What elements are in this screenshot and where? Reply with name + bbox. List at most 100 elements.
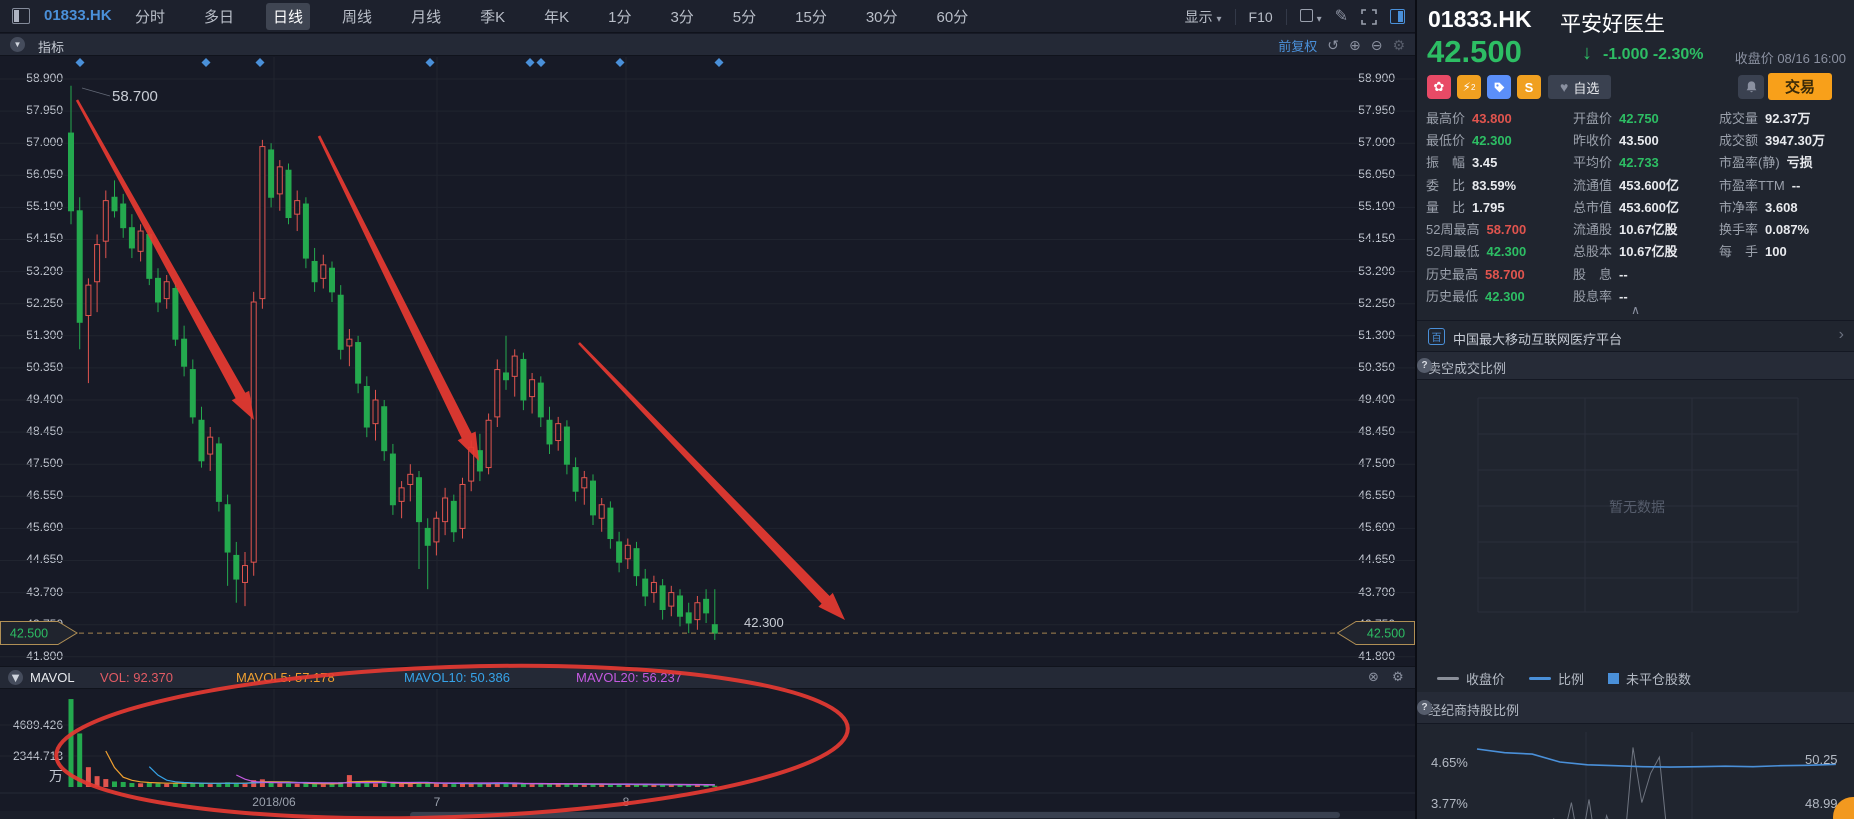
collapse-stats-chevron-icon[interactable]: ∧ <box>1631 303 1640 317</box>
legend-line-swatch <box>1437 676 1459 680</box>
price-tick: 46.550 <box>1358 488 1395 503</box>
stat-cell: 股息率 -- <box>1573 286 1719 305</box>
stats-row: 历史最高 58.700 股 息 -- <box>1426 262 1850 284</box>
alert-bell-button[interactable] <box>1738 75 1764 99</box>
zoom-out-icon[interactable]: ⊖ <box>1370 37 1383 53</box>
stat-cell: 换手率 0.087% <box>1719 219 1850 238</box>
add-watchlist-button[interactable]: ♥ 自选 <box>1548 75 1612 99</box>
help-icon[interactable]: ? <box>1417 358 1432 373</box>
adjustment-mode[interactable]: 前复权 <box>1278 38 1318 54</box>
stat-value: 453.600亿 <box>1619 199 1680 215</box>
price-tick: 49.400 <box>26 391 63 406</box>
chart-scrollbar[interactable] <box>0 811 1415 819</box>
stat-value: 43.500 <box>1619 132 1659 148</box>
tab-60分[interactable]: 60分 <box>936 9 969 26</box>
price-tick: 52.250 <box>26 295 63 310</box>
price-tick: 45.600 <box>26 520 63 535</box>
tab-分时[interactable]: 分时 <box>135 9 166 26</box>
stat-label: 52周最高 <box>1426 222 1480 238</box>
chart-style-button[interactable]: ▾ <box>1299 8 1322 25</box>
section-title: 卖空成交比例 <box>1428 361 1507 376</box>
stats-row: 52周最高 58.700 流通股 10.67亿股 换手率 0.087% <box>1426 217 1850 239</box>
stat-cell: 市净率 3.608 <box>1719 197 1850 216</box>
legend-item-收盘价[interactable]: 收盘价 <box>1437 669 1505 688</box>
company-profile-banner[interactable]: 百 中国最大移动互联网医疗平台 › <box>1417 320 1854 352</box>
chevron-down-icon: ▾ <box>1316 13 1322 25</box>
tab-3分[interactable]: 3分 <box>670 9 694 26</box>
stat-value: 83.59% <box>1472 177 1517 193</box>
stat-label: 昨收价 <box>1573 132 1613 148</box>
stat-value: 92.37万 <box>1765 110 1811 126</box>
layout-icon[interactable] <box>12 8 30 24</box>
help-icon[interactable]: ? <box>1417 700 1432 715</box>
stat-cell: 市盈率TTM -- <box>1719 175 1850 194</box>
broker-holdings-section-header: 经纪商持股比例 ? <box>1417 692 1854 724</box>
quote-panel: 01833.HK 平安好医生 42.500 ↓ -1.000 -2.30% 收盘… <box>1417 0 1854 819</box>
stat-value: 58.700 <box>1486 222 1527 238</box>
pane-settings-gear-icon[interactable]: ⚙ <box>1392 669 1404 684</box>
panel-divider[interactable] <box>1415 0 1417 819</box>
tab-日线[interactable]: 日线 <box>266 3 311 30</box>
price-tick: 44.650 <box>26 552 63 567</box>
stat-label: 流通股 <box>1573 222 1613 238</box>
legend-item-未平仓股数[interactable]: 未平仓股数 <box>1608 669 1691 688</box>
side-panel-toggle-icon[interactable] <box>1390 9 1405 24</box>
collapse-circle-icon[interactable]: ▼ <box>10 37 25 52</box>
tab-5分[interactable]: 5分 <box>732 9 757 26</box>
fullscreen-icon[interactable] <box>1361 8 1377 25</box>
price-tick: 43.700 <box>1358 584 1395 599</box>
volume-bars <box>68 699 718 787</box>
stat-cell: 最高价 43.800 <box>1426 108 1573 127</box>
level2-lightning-icon[interactable]: ⚡ 2 <box>1457 75 1481 99</box>
tab-1分[interactable]: 1分 <box>608 9 632 26</box>
undo-icon[interactable]: ↺ <box>1327 37 1339 53</box>
stat-value: 42.300 <box>1485 289 1525 305</box>
stat-label: 最低价 <box>1426 132 1466 148</box>
broker-holdings-chart[interactable] <box>1417 728 1854 819</box>
mavol-title[interactable]: MAVOL <box>30 670 75 685</box>
stat-cell: 委 比 83.59% <box>1426 175 1573 194</box>
stat-cell: 量 比 1.795 <box>1426 197 1573 216</box>
stat-cell: 总股本 10.67亿股 <box>1573 241 1719 260</box>
tab-多日[interactable]: 多日 <box>204 9 235 26</box>
zoom-in-icon[interactable]: ⊕ <box>1348 37 1361 53</box>
price-tick: 44.650 <box>1358 552 1395 567</box>
down-arrow-icon: ↓ <box>1582 42 1592 64</box>
tab-年K[interactable]: 年K <box>544 9 570 26</box>
price-tick: 57.000 <box>1358 135 1395 150</box>
collapse-circle-icon[interactable]: ▼ <box>8 670 23 685</box>
price-tick: 47.500 <box>26 456 63 471</box>
legend-item-比例[interactable]: 比例 <box>1529 669 1584 688</box>
display-menu[interactable]: 显示 ▾ <box>1184 8 1222 25</box>
legend-square-swatch <box>1608 672 1620 684</box>
stat-label: 股 息 <box>1573 266 1613 282</box>
candlestick-chart[interactable] <box>0 0 1415 819</box>
tab-月线[interactable]: 月线 <box>411 9 442 26</box>
price-tick: 45.600 <box>1358 520 1395 535</box>
price-tick: 49.400 <box>1358 391 1395 406</box>
floating-helper-button[interactable] <box>1833 797 1854 819</box>
toolbar-symbol[interactable]: 01833.HK <box>44 7 112 24</box>
quote-status: 收盘价 08/16 16:00 <box>1734 51 1846 66</box>
stat-value: -- <box>1619 289 1628 305</box>
tab-15分[interactable]: 15分 <box>795 9 827 26</box>
close-pane-icon[interactable]: ⊗ <box>1368 669 1379 684</box>
tab-周线[interactable]: 周线 <box>342 9 373 26</box>
price-tick: 56.050 <box>26 167 63 182</box>
dollar-icon[interactable]: S <box>1517 75 1541 99</box>
indicator-label[interactable]: 指标 <box>38 40 65 55</box>
price-tick: 53.200 <box>26 263 63 278</box>
tab-季K[interactable]: 季K <box>480 9 506 26</box>
scrollbar-handle[interactable] <box>410 812 1340 818</box>
settings-gear-icon[interactable]: ⚙ <box>1392 37 1405 53</box>
stat-label: 总股本 <box>1573 244 1613 260</box>
stat-cell: 52周最低 42.300 <box>1426 241 1573 260</box>
tag-icon[interactable] <box>1487 75 1511 99</box>
tab-30分[interactable]: 30分 <box>865 9 898 26</box>
stats-row: 振 幅 3.45 平均价 42.733 市盈率(静) 亏损 <box>1426 151 1850 173</box>
f10-button[interactable]: F10 <box>1248 8 1273 25</box>
draw-pen-icon[interactable]: ✎ <box>1334 7 1348 25</box>
trade-button[interactable]: 交易 <box>1768 73 1832 100</box>
price-tick: 51.300 <box>26 327 63 342</box>
